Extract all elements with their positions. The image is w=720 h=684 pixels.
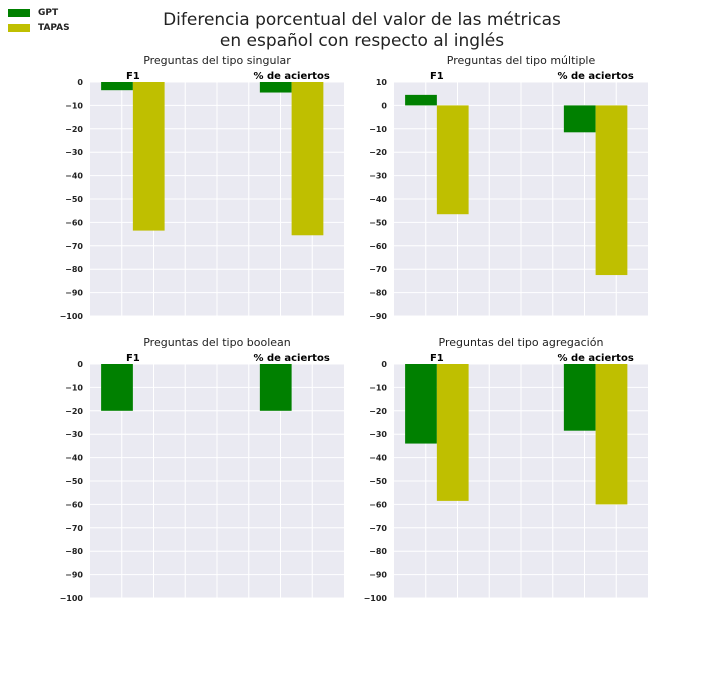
bar-tapas-aciertos [595, 364, 628, 505]
legend: GPT TAPAS [8, 6, 70, 36]
y-tick-label: −50 [65, 477, 83, 486]
y-tick-label: −30 [65, 148, 83, 157]
legend-swatch-tapas [8, 24, 30, 32]
y-tick-label: −40 [65, 172, 83, 181]
legend-item-tapas: TAPAS [8, 21, 70, 35]
y-tick-label: −90 [369, 312, 387, 321]
figure-title: Diferencia porcentual del valor de las m… [0, 10, 720, 52]
y-tick-label: −40 [65, 454, 83, 463]
bar-gpt-f1 [101, 364, 133, 411]
y-tick-label: 0 [77, 78, 83, 87]
y-tick-label: −60 [65, 500, 83, 509]
y-tick-label: −100 [60, 594, 84, 603]
y-tick-label: −50 [65, 195, 83, 204]
figure-title-line-2: en español con respecto al inglés [219, 31, 505, 51]
y-tick-label: −70 [369, 524, 387, 533]
y-tick-label: −60 [65, 218, 83, 227]
y-tick-label: −70 [65, 242, 83, 251]
y-tick-label: −60 [369, 242, 387, 251]
category-label: F1 [126, 353, 140, 364]
y-tick-label: −100 [60, 312, 84, 321]
y-tick-label: −90 [369, 571, 387, 580]
y-tick-label: −10 [369, 125, 387, 134]
y-tick-label: 0 [381, 360, 387, 369]
y-tick-label: 10 [376, 78, 388, 87]
panel-title: Preguntas del tipo múltiple [447, 54, 596, 67]
y-tick-label: 0 [381, 101, 387, 110]
y-tick-label: −80 [369, 289, 387, 298]
bar-tapas-f1 [436, 364, 469, 501]
bar-gpt-aciertos [259, 364, 292, 411]
legend-label-tapas: TAPAS [38, 23, 70, 33]
panel-title: Preguntas del tipo boolean [143, 336, 291, 349]
bar-gpt-f1 [101, 82, 133, 91]
y-tick-label: −30 [369, 172, 387, 181]
y-tick-label: −40 [369, 195, 387, 204]
bar-gpt-f1 [405, 94, 437, 106]
y-tick-label: −80 [65, 265, 83, 274]
y-tick-label: −70 [65, 524, 83, 533]
panel-title: Preguntas del tipo agregación [439, 336, 604, 349]
category-label: % de aciertos [557, 71, 633, 82]
figure-title-line-1: Diferencia porcentual del valor de las m… [163, 10, 561, 30]
bar-gpt-aciertos [563, 105, 596, 133]
y-tick-label: −90 [65, 289, 83, 298]
bar-tapas-f1 [436, 105, 469, 215]
y-tick-label: −90 [65, 571, 83, 580]
y-tick-label: −10 [369, 383, 387, 392]
y-tick-label: −30 [65, 430, 83, 439]
bar-tapas-aciertos [595, 105, 628, 276]
category-label: F1 [430, 353, 444, 364]
category-label: % de aciertos [253, 353, 329, 364]
bar-gpt-aciertos [563, 364, 596, 431]
y-tick-label: −30 [369, 430, 387, 439]
category-label: % de aciertos [253, 71, 329, 82]
y-tick-label: −50 [369, 477, 387, 486]
legend-item-gpt: GPT [8, 6, 70, 20]
y-tick-label: −10 [65, 383, 83, 392]
bar-tapas-aciertos [291, 82, 324, 236]
legend-swatch-gpt [8, 9, 30, 17]
y-tick-label: −80 [65, 547, 83, 556]
y-tick-label: −10 [65, 101, 83, 110]
category-label: % de aciertos [557, 353, 633, 364]
legend-label-gpt: GPT [38, 8, 59, 18]
y-tick-label: −20 [369, 148, 387, 157]
y-tick-label: −100 [364, 594, 388, 603]
bar-gpt-f1 [405, 364, 437, 444]
bar-gpt-aciertos [259, 82, 292, 93]
y-tick-label: −40 [369, 454, 387, 463]
category-label: F1 [126, 71, 140, 82]
category-label: F1 [430, 71, 444, 82]
y-tick-label: 0 [77, 360, 83, 369]
y-tick-label: −80 [369, 547, 387, 556]
y-tick-label: −60 [369, 500, 387, 509]
y-tick-label: −20 [65, 407, 83, 416]
y-tick-label: −20 [369, 407, 387, 416]
panel-title: Preguntas del tipo singular [143, 54, 291, 67]
bar-tapas-f1 [132, 82, 165, 231]
y-tick-label: −70 [369, 265, 387, 274]
y-tick-label: −50 [369, 218, 387, 227]
y-tick-label: −20 [65, 125, 83, 134]
